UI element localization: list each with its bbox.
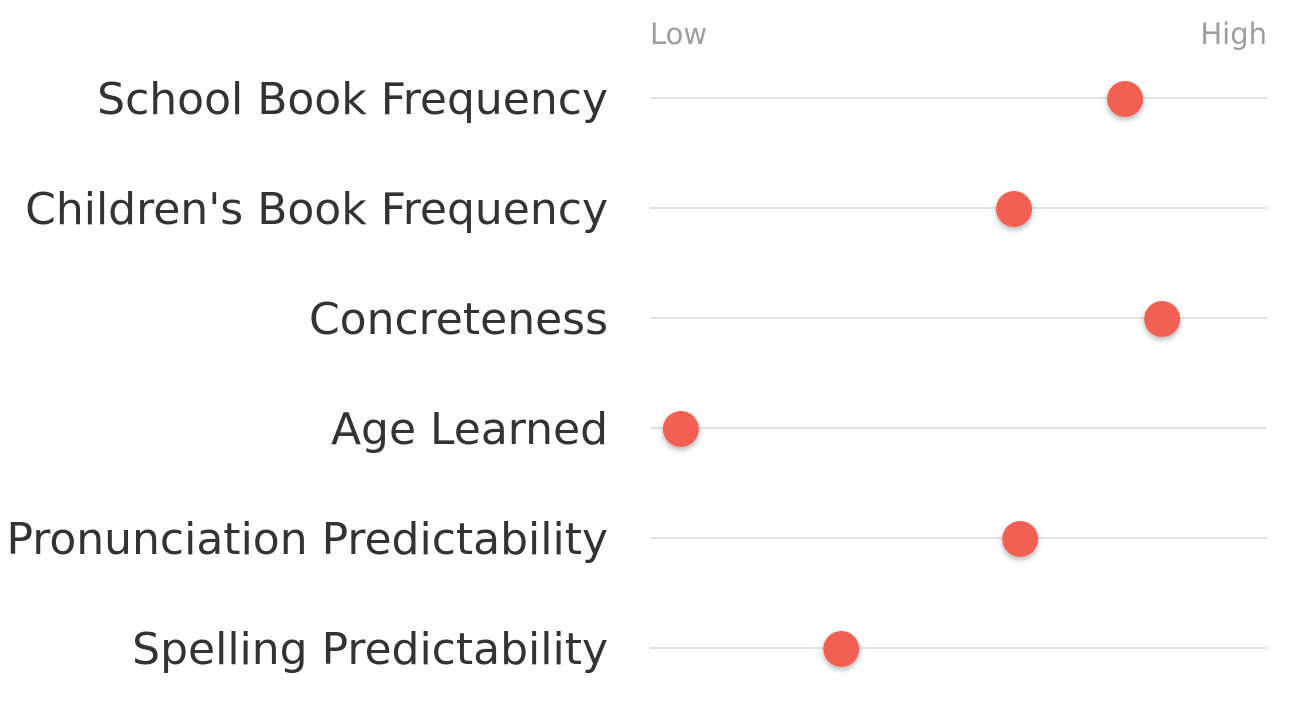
chart-rows: School Book Frequency Children's Book Fre… [6,74,1267,675]
chart-row: Concreteness [309,294,1267,345]
chart-row: Pronunciation Predictability [6,514,1267,565]
chart-row: Spelling Predictability [132,624,1267,675]
chart-row: Children's Book Frequency [25,184,1267,235]
axis-high-label: High [1200,17,1267,51]
row-label: Concreteness [309,294,608,345]
data-point-dot [823,631,860,667]
data-point-dot [662,411,699,447]
row-label: School Book Frequency [97,74,608,125]
data-point-dot [1107,81,1144,117]
axis-low-label: Low [650,17,707,51]
row-label: Pronunciation Predictability [6,514,608,565]
row-label: Children's Book Frequency [25,184,608,235]
data-point-dot [996,191,1033,227]
chart-row: Age Learned [331,404,1267,455]
data-point-dot [1144,301,1181,337]
row-label: Spelling Predictability [132,624,608,675]
data-point-dot [1002,521,1039,557]
row-label: Age Learned [331,404,608,455]
chart-row: School Book Frequency [97,74,1267,125]
